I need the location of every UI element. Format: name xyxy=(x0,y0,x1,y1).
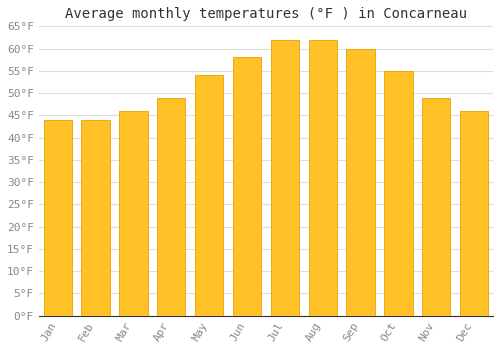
Bar xyxy=(119,111,148,316)
Bar xyxy=(384,71,412,316)
Bar xyxy=(422,98,450,316)
Bar xyxy=(157,98,186,316)
Bar xyxy=(233,57,261,316)
Bar xyxy=(308,40,337,316)
Title: Average monthly temperatures (°F ) in Concarneau: Average monthly temperatures (°F ) in Co… xyxy=(65,7,467,21)
Bar xyxy=(460,111,488,316)
Bar xyxy=(44,120,72,316)
Bar xyxy=(270,40,299,316)
Bar xyxy=(82,120,110,316)
Bar xyxy=(346,49,375,316)
Bar xyxy=(195,75,224,316)
